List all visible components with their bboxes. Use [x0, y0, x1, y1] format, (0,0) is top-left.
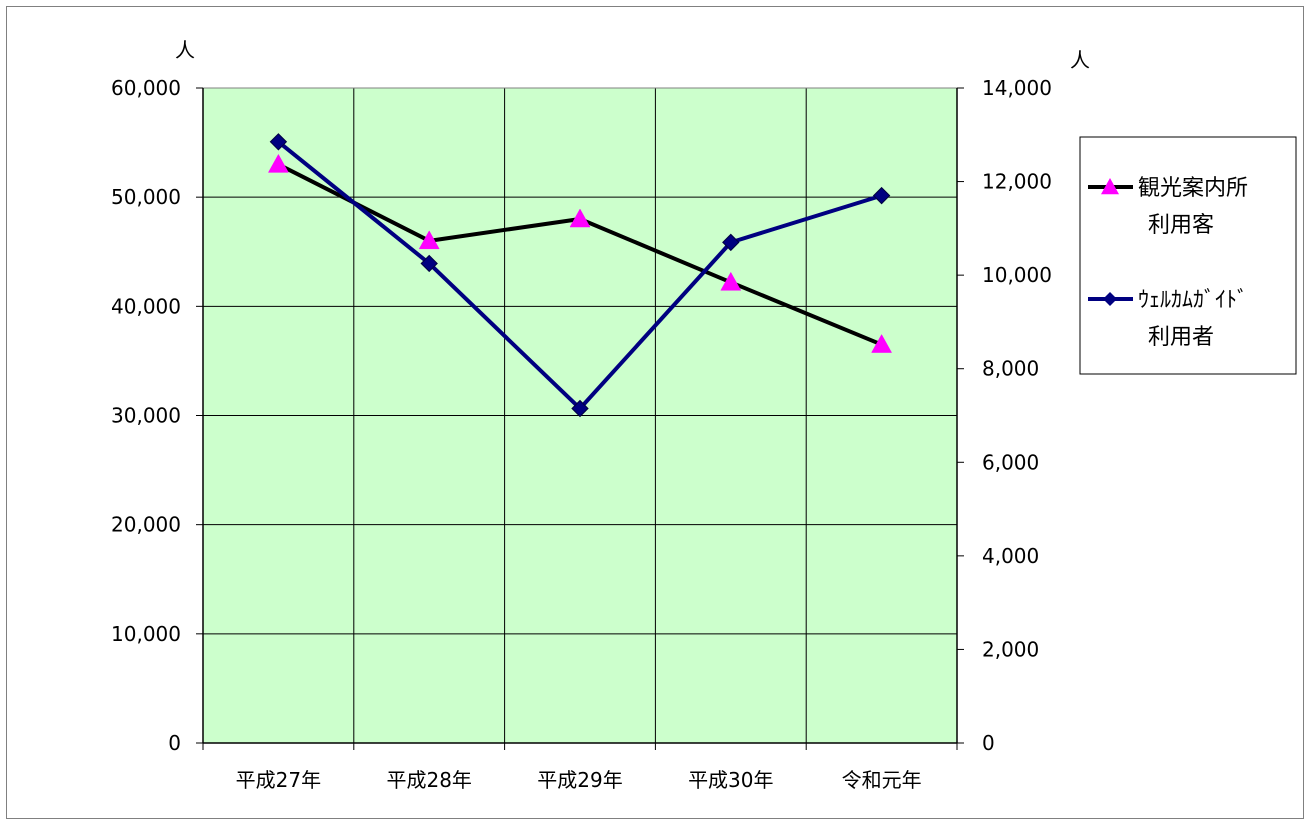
y-right-tick-label: 4,000 — [982, 544, 1039, 568]
data-point-triangle — [871, 334, 893, 353]
data-point-diamond — [269, 133, 288, 151]
y-left-tick-label: 40,000 — [111, 294, 181, 318]
y-right-tick-label: 8,000 — [982, 357, 1039, 381]
data-point-triangle — [569, 208, 591, 228]
y-right-tick-label: 0 — [982, 731, 995, 755]
legend-label: 利用客 — [1148, 213, 1214, 238]
y-right-unit: 人 — [1070, 48, 1090, 72]
y-left-tick-label: 30,000 — [111, 404, 181, 428]
x-tick-label: 平成29年 — [537, 768, 622, 792]
legend-label: 観光案内所 — [1138, 176, 1248, 201]
data-point-diamond — [872, 186, 891, 205]
data-point-triangle — [267, 153, 289, 173]
data-point-triangle — [720, 271, 742, 291]
legend-box — [1079, 136, 1297, 375]
y-left-tick-label: 0 — [168, 731, 181, 755]
y-right-tick-label: 10,000 — [982, 263, 1052, 287]
y-left-tick-label: 20,000 — [111, 513, 181, 537]
legend-marker-diamond — [1103, 292, 1117, 306]
y-left-unit: 人 — [175, 38, 195, 62]
x-tick-label: 平成27年 — [236, 768, 321, 792]
data-point-triangle — [418, 230, 440, 250]
x-tick-label: 令和元年 — [842, 768, 922, 792]
y-left-tick-label: 60,000 — [111, 76, 181, 100]
legend-marker-triangle — [1101, 178, 1119, 195]
y-right-tick-label: 2,000 — [982, 637, 1039, 661]
x-tick-label: 平成28年 — [386, 768, 471, 792]
y-right-tick-label: 12,000 — [982, 170, 1052, 194]
y-left-tick-label: 10,000 — [111, 622, 181, 646]
legend-label: 利用者 — [1148, 325, 1214, 350]
y-right-tick-label: 6,000 — [982, 450, 1039, 474]
data-point-diamond — [722, 233, 740, 252]
data-point-diamond — [571, 399, 589, 418]
data-point-diamond — [420, 254, 438, 273]
y-left-tick-label: 50,000 — [111, 185, 181, 209]
x-tick-label: 平成30年 — [688, 768, 773, 792]
legend-label: ｳｪﾙｶﾑｶﾞｲﾄﾞ — [1138, 288, 1248, 313]
y-right-tick-label: 14,000 — [982, 76, 1052, 100]
